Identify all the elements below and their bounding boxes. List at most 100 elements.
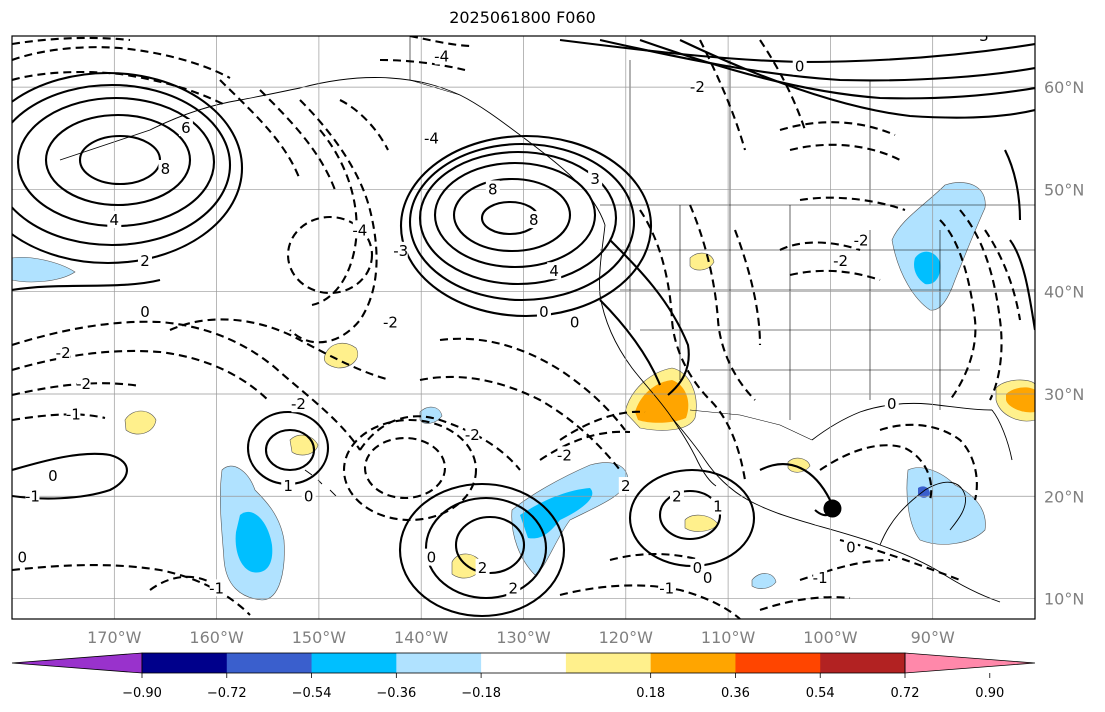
- contour-label-bg: [690, 78, 705, 96]
- warm-region: [323, 342, 358, 369]
- contour-label-bg: [772, 0, 786, 13]
- contour-label-bg: [66, 405, 81, 423]
- contour-label-bg: [833, 252, 848, 270]
- longitude-labels: 170°W 160°W 150°W 140°W 130°W 120°W 110°W 100°W…: [87, 628, 955, 647]
- contour-label: 6: [181, 119, 191, 137]
- contour-label-bg: [424, 548, 439, 566]
- contour-label-bg: [383, 313, 398, 331]
- contour-label-bg: [557, 446, 572, 464]
- contour-label: 2: [672, 487, 682, 505]
- contour-label-bg: [158, 159, 173, 177]
- contour-label-bg: [209, 579, 224, 597]
- contour-label: -1: [209, 579, 224, 597]
- contour-label: 2: [478, 559, 488, 577]
- colorbar-label: −0.90: [122, 686, 162, 701]
- longitude-label: 160°W: [189, 628, 244, 647]
- colorbar-swatch: [735, 653, 821, 673]
- cool-region: [511, 462, 629, 576]
- warm-region: [787, 457, 811, 473]
- cool-core: [235, 511, 273, 573]
- latitude-label: 10°N: [1044, 590, 1084, 609]
- contour-label-bg: [536, 303, 551, 321]
- longitude-label: 130°W: [496, 628, 551, 647]
- latitude-labels: 60°N 50°N 40°N 30°N 20°N 10°N: [1044, 78, 1084, 608]
- contour-label: 4: [549, 262, 559, 280]
- contour-label-bg: [424, 129, 439, 147]
- contour-label: 0: [693, 559, 703, 577]
- cool-core: [520, 488, 593, 539]
- colorbar-label: 0.72: [891, 686, 920, 701]
- contour-label-bg: [884, 395, 899, 413]
- contour-label-bg: [393, 241, 408, 259]
- contour-label-bg: [76, 374, 91, 392]
- contour-label: 0: [140, 303, 150, 321]
- contour-label: 0: [703, 569, 713, 587]
- contour-label-bg: [997, 7, 1011, 24]
- contour-label: -4: [434, 47, 449, 65]
- colorbar-swatch: [565, 653, 652, 673]
- country-borders: [409, 36, 1035, 441]
- contour-label-bg: [465, 425, 480, 443]
- warm-core: [1006, 387, 1035, 413]
- cool-region: [419, 406, 443, 424]
- colorbar-label: −0.36: [376, 686, 416, 701]
- contour-label: 1: [713, 497, 723, 515]
- contour-label-bg: [813, 569, 828, 587]
- latitude-label: 20°N: [1044, 487, 1084, 506]
- contour-label: 0: [427, 549, 437, 567]
- contour-label-bg: [107, 211, 122, 229]
- contour-label-bg: [301, 487, 316, 505]
- contour-label: 8: [529, 211, 539, 229]
- contour-label: 8: [488, 180, 498, 198]
- colorbar-swatch: [311, 653, 397, 673]
- cool-region: [751, 573, 777, 589]
- contour-label-bg: [137, 303, 152, 321]
- latitude-label: 60°N: [1044, 78, 1084, 97]
- contour-label: -1: [659, 579, 674, 597]
- colorbar-label: −0.72: [207, 686, 247, 701]
- cool-region: [12, 257, 76, 283]
- contour-label: 6: [774, 0, 784, 14]
- contour-label: -4: [424, 129, 439, 147]
- contour-label: 2: [621, 477, 631, 495]
- map-title: 2025061800 F060: [449, 8, 596, 27]
- map-frame: [11, 35, 1036, 620]
- contour-label-bg: [15, 548, 30, 566]
- contour-label-bg: [178, 119, 193, 137]
- contour-label-bg: [567, 313, 582, 331]
- cool-region: [891, 182, 986, 311]
- colorbar-swatch: [650, 653, 736, 673]
- colorbar-extend-low: [11, 652, 143, 674]
- contour-label-bg: [281, 477, 296, 495]
- contour-label: -3: [393, 242, 408, 260]
- colorbar-label: −0.18: [461, 686, 501, 701]
- colorbar-swatch: [226, 653, 313, 673]
- contour-label: 6: [959, 0, 969, 4]
- contour-label-bg: [291, 395, 306, 413]
- contour-label-bg: [618, 477, 633, 495]
- contour-label: 3: [979, 27, 989, 45]
- latitude-label: 40°N: [1044, 283, 1084, 302]
- contour-label: -1: [66, 405, 81, 423]
- colorbar-label: −0.54: [292, 686, 332, 701]
- contour-label-bg: [56, 344, 71, 362]
- colorbar-labels: −0.90 −0.72 −0.54 −0.36 −0.18 0.18 0.36 0.54 0.7…: [122, 673, 1004, 701]
- cool-region: [906, 467, 986, 545]
- latitude-label: 30°N: [1044, 385, 1084, 404]
- cool-core: [914, 251, 941, 285]
- colorbar-swatch: [396, 653, 482, 673]
- contour-label: -2: [56, 344, 71, 362]
- longitude-label: 90°W: [911, 628, 955, 647]
- contour-label-bg: [956, 0, 970, 3]
- contour-label: -2: [76, 375, 91, 393]
- warm-region: [124, 410, 157, 435]
- contour-label: 0: [846, 538, 856, 556]
- contour-label-bg: [854, 231, 869, 249]
- colorbar-swatch: [820, 653, 906, 673]
- contour-label-bg: [710, 497, 725, 515]
- contour-label: -2: [690, 78, 705, 96]
- contour-label-bg: [792, 57, 807, 75]
- colorbar-label: 0.54: [806, 686, 835, 701]
- warm-core: [635, 380, 689, 423]
- contour-label: 8: [161, 160, 171, 178]
